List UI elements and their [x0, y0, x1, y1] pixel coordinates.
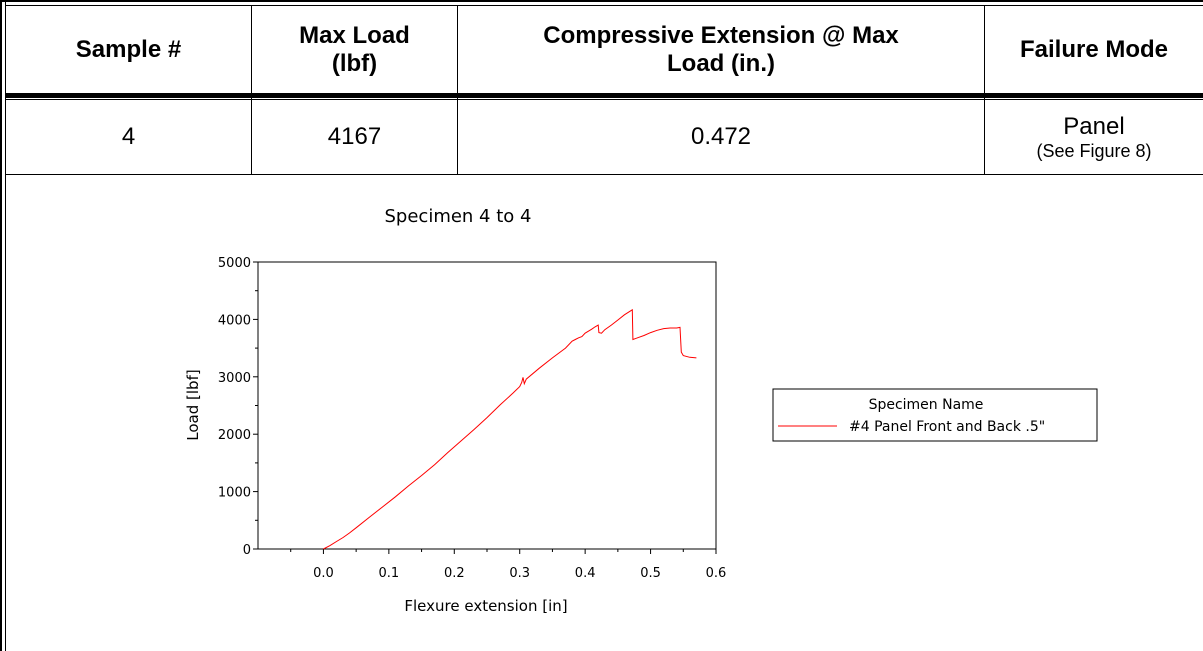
cell-failure-mode: Panel (See Figure 8) [985, 100, 1203, 174]
table-border-left-inner [5, 0, 6, 651]
cell-extension: 0.472 [458, 100, 984, 174]
header-separator [5, 93, 1203, 98]
header-separator-thin [5, 99, 1203, 100]
x-tick-label: 0.3 [509, 566, 530, 581]
y-tick-label: 0 [243, 543, 251, 558]
col-divider-3 [984, 5, 985, 175]
cell-sample: 4 [6, 100, 251, 174]
table-border-left-outer [0, 0, 2, 651]
legend-title: Specimen Name [869, 397, 984, 413]
table-border-top-inner [5, 5, 1203, 6]
header-sample-text: Sample # [75, 35, 182, 63]
header-max-load-line2: (lbf) [331, 49, 378, 77]
row-separator [5, 174, 1203, 175]
header-sample: Sample # [6, 6, 251, 93]
y-tick-label: 2000 [218, 428, 251, 443]
legend-box [772, 388, 1098, 442]
cell-max-load: 4167 [252, 100, 457, 174]
header-extension-line1: Compressive Extension @ Max [543, 21, 899, 49]
x-tick-label: 0.2 [444, 566, 465, 581]
y-axis-label: Load [lbf] [184, 369, 202, 440]
y-tick-label: 3000 [218, 371, 251, 386]
cell-failure-mode-value: Panel [1063, 113, 1125, 140]
x-tick-label: 0.1 [379, 566, 400, 581]
header-max-load: Max Load (lbf) [252, 6, 457, 93]
header-extension: Compressive Extension @ Max Load (in.) [458, 6, 984, 93]
col-divider-2 [457, 5, 458, 175]
header-max-load-line1: Max Load [299, 21, 410, 49]
cell-failure-mode-note: (See Figure 8) [1036, 141, 1152, 161]
legend: Specimen Name #4 Panel Front and Back .5… [772, 388, 1098, 442]
x-tick-label: 0.5 [640, 566, 661, 581]
x-axis-label: Flexure extension [in] [404, 597, 567, 615]
header-extension-line2: Load (in.) [667, 49, 775, 77]
x-tick-label: 0.0 [313, 566, 334, 581]
x-tick-label: 0.4 [575, 566, 596, 581]
plot-area: 0 1000 2000 3000 4000 5000 0.0 0.1 0.2 0.3 0.4 0.5 0… [218, 256, 726, 581]
table-border-top-outer [0, 0, 1203, 2]
y-tick-label: 5000 [218, 256, 251, 271]
series-line [323, 308, 697, 550]
x-tick-label: 0.6 [706, 566, 727, 581]
plot-frame [257, 261, 717, 550]
legend-entry-label: #4 Panel Front and Back .5" [849, 419, 1045, 435]
y-tick-label: 4000 [218, 313, 251, 328]
header-failure-mode-text: Failure Mode [1019, 35, 1169, 63]
col-divider-1 [251, 5, 252, 175]
cell-sample-value: 4 [121, 123, 136, 150]
header-failure-mode: Failure Mode [985, 6, 1203, 93]
cell-extension-value: 0.472 [690, 123, 752, 150]
cell-max-load-value: 4167 [327, 123, 382, 150]
chart-title: Specimen 4 to 4 [385, 206, 532, 227]
y-tick-label: 1000 [218, 486, 251, 501]
